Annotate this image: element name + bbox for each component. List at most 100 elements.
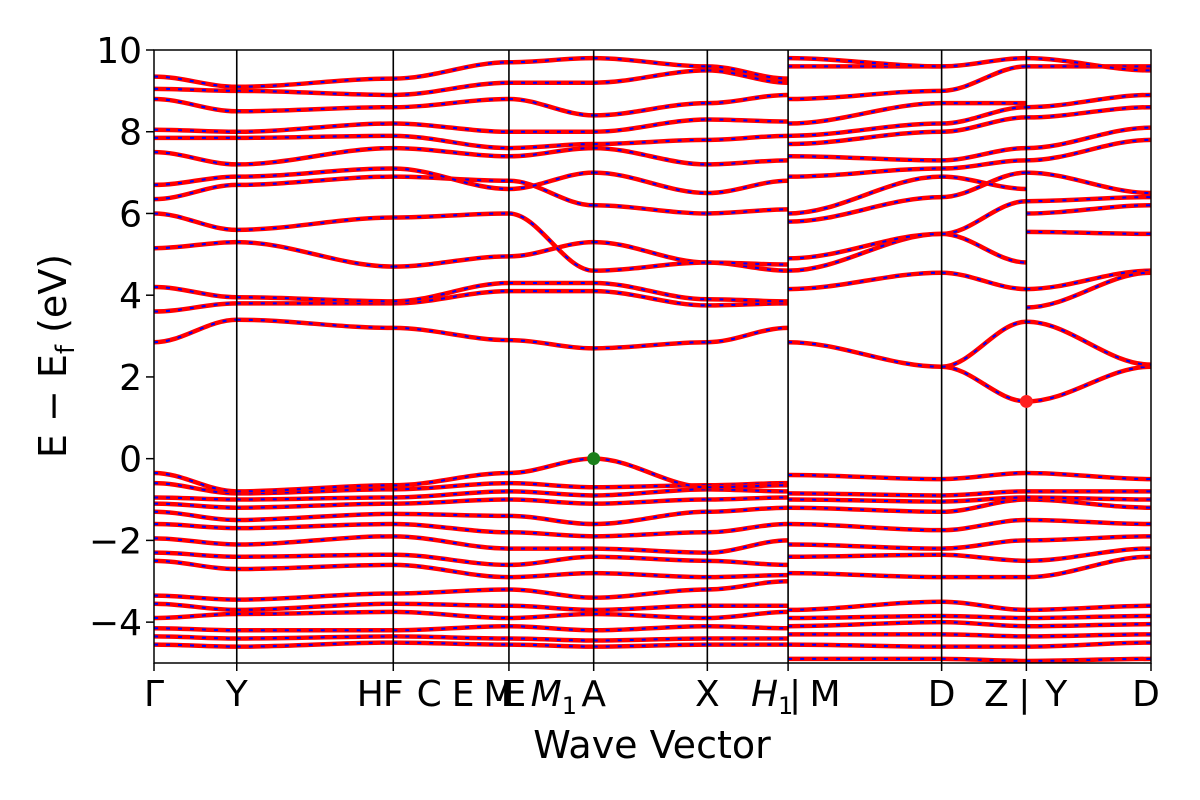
x-tick-label-8: E [504,674,527,715]
band-overlay-4-21 [593,171,708,195]
markers-layer [587,394,1033,466]
band-segment-3-1 [508,636,594,643]
band-overlay-5-8 [707,539,789,554]
band-overlay-5-14 [707,484,789,489]
band-segment-1-8 [236,534,394,547]
band-overlay-2-17 [393,281,509,303]
band-overlay-5-7 [707,559,789,566]
band-segment-7-3 [941,619,1027,629]
band-overlay-5-18 [707,261,789,272]
band-overlay-8-25 [1026,93,1151,109]
band-overlay-2-2 [393,625,509,632]
band-segment-3-7 [508,554,594,568]
band-overlay-0-13 [154,482,237,495]
band-segment-5-10 [707,505,789,515]
band-overlay-6-25 [788,89,942,101]
band-overlay-4-9 [593,531,708,538]
band-segment-7-0 [941,656,1027,663]
band-segment-7-22 [941,145,1027,163]
band-segment-4-10 [593,509,708,527]
band-overlay-6-11 [788,498,942,503]
band-segment-7-23 [941,115,1027,134]
band-segment-1-15 [236,317,394,331]
band-segment-1-9 [236,521,394,531]
y-tick-label-3: 2 [119,358,142,399]
band-segment-6-4 [788,613,942,621]
band-overlay-2-15 [393,326,509,342]
band-overlay-5-17 [707,298,789,303]
band-overlay-6-20 [788,167,942,178]
band-overlay-4-10 [593,510,708,526]
y-axis-title-main: E − E [31,354,75,458]
y-tick-label-4: 4 [119,276,142,317]
band-segment-3-4 [508,603,594,613]
band-segment-7-17 [941,231,1027,265]
band-segment-1-22 [236,145,394,167]
band-overlay-8-11 [1026,496,1151,501]
band-overlay-6-9 [788,523,942,532]
band-segment-6-14 [788,339,942,369]
band-overlay-4-26 [593,69,708,84]
x-tick-label-0: Γ [144,674,164,715]
band-overlay-0-21 [154,175,237,186]
band-overlay-0-12 [154,496,237,501]
band-segment-3-2 [508,623,594,633]
band-overlay-2-12 [393,490,509,499]
band-overlay-6-4 [788,615,942,620]
band-segment-1-0 [236,640,394,649]
band-segment-3-10 [508,513,594,527]
band-segment-6-10 [788,505,942,515]
band-overlay-6-8 [788,543,942,550]
band-segment-6-20 [788,166,942,179]
band-overlay-5-19 [707,261,789,266]
x-tick-label-3: F [383,674,404,715]
band-overlay-0-8 [154,537,237,546]
band-overlay-6-21 [788,155,942,162]
band-overlay-7-15 [941,320,1027,368]
band-overlay-2-0 [393,641,509,646]
band-overlay-0-11 [154,502,237,509]
band-overlay-8-2 [1026,633,1151,638]
band-segment-3-18 [508,239,594,259]
band-segment-3-0 [508,642,594,649]
x-tick-label-19: D [1132,674,1160,715]
y-tick-label-7: 10 [96,31,142,72]
band-segment-5-17 [707,297,789,304]
band-overlay-4-7 [593,555,708,562]
band-segment-7-12 [941,489,1027,498]
band-overlay-2-27 [393,61,509,80]
band-overlay-6-27 [788,57,942,68]
band-overlay-5-24 [707,118,789,123]
band-segment-1-6 [236,562,394,572]
y-tick-label-5: 6 [119,194,142,235]
band-segment-3-21 [508,170,594,192]
band-overlay-0-10 [154,510,237,521]
band-segment-5-14 [707,482,789,490]
band-segment-1-18 [236,239,394,269]
x-tick-label-2: H [357,674,384,715]
band-segment-1-5 [236,591,394,602]
band-overlay-0-0 [154,643,237,648]
band-overlay-4-5 [593,588,708,599]
band-segment-8-15 [1026,319,1151,367]
band-overlay-8-4 [1026,615,1151,620]
band-overlay-2-20 [393,175,509,182]
band-overlay-4-2 [593,625,708,632]
x-tick-label-10: A [581,674,606,715]
y-axis-title-unit: (eV) [31,254,75,345]
band-segment-7-21 [941,158,1027,171]
band-segment-1-17 [236,294,394,304]
band-overlay-8-14 [1026,365,1151,403]
band-overlay-4-24 [593,118,708,133]
band-overlay-8-0 [1026,657,1151,662]
band-overlay-8-17 [1026,271,1151,309]
x-tick-label-5: E [452,674,475,715]
band-overlay-4-1 [593,637,708,642]
band-overlay-4-13 [593,484,708,489]
band-overlay-2-23 [393,134,509,150]
band-segment-7-13 [941,470,1027,482]
band-segment-3-23 [508,141,594,151]
band-segment-4-25 [593,100,708,118]
band-segment-7-4 [941,613,1027,621]
band-overlay-4-23 [593,138,708,145]
